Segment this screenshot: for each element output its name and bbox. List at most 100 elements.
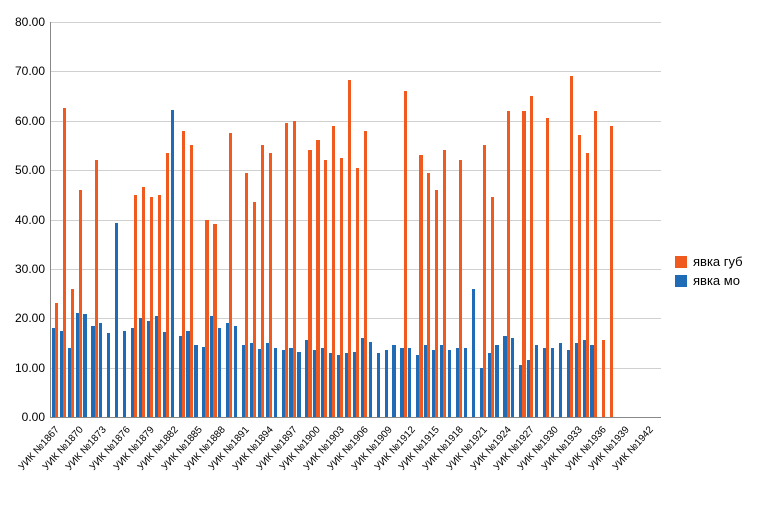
legend-yavka-mo: явка мо	[675, 273, 743, 288]
y-tick-label: 80.00	[15, 15, 45, 29]
series-yavka-mo-bar	[179, 336, 182, 417]
series-yavka-mo-bar	[194, 345, 197, 417]
series-yavka-mo-bar	[345, 353, 348, 417]
series-yavka-gub-bar	[261, 145, 264, 417]
series-yavka-gub-bar	[348, 80, 351, 417]
legend-yavka-gub: явка губ	[675, 254, 743, 269]
series-yavka-mo-bar	[424, 345, 427, 417]
series-yavka-gub-bar	[530, 96, 533, 417]
series-yavka-gub-bar	[142, 187, 145, 417]
series-yavka-gub-bar	[356, 168, 359, 417]
series-yavka-mo-bar	[511, 338, 514, 417]
series-yavka-mo-bar	[385, 350, 388, 417]
series-yavka-mo-bar	[242, 345, 245, 417]
series-yavka-mo-bar	[456, 348, 459, 417]
y-tick-label: 0.00	[22, 410, 45, 424]
series-yavka-mo-bar	[68, 348, 71, 417]
series-yavka-gub-bar	[427, 173, 430, 417]
series-yavka-gub-bar	[491, 197, 494, 417]
legend-swatch	[675, 256, 687, 268]
series-yavka-mo-bar	[234, 326, 237, 417]
series-yavka-mo-bar	[147, 321, 150, 417]
series-yavka-gub-bar	[340, 158, 343, 417]
series-yavka-mo-bar	[472, 289, 475, 417]
series-yavka-mo-bar	[535, 345, 538, 417]
series-yavka-mo-bar	[488, 353, 491, 417]
series-yavka-mo-bar	[107, 333, 110, 417]
series-yavka-gub-bar	[182, 131, 185, 417]
series-yavka-mo-bar	[416, 355, 419, 417]
grid-line	[51, 22, 661, 23]
series-yavka-mo-bar	[313, 350, 316, 417]
series-yavka-mo-bar	[258, 349, 261, 417]
series-yavka-gub-bar	[245, 173, 248, 417]
series-yavka-mo-bar	[171, 110, 174, 417]
series-yavka-mo-bar	[583, 340, 586, 417]
series-yavka-gub-bar	[602, 340, 605, 417]
y-tick-label: 50.00	[15, 163, 45, 177]
legend: явка губ явка мо	[675, 250, 743, 292]
series-yavka-gub-bar	[522, 111, 525, 417]
series-yavka-mo-bar	[91, 326, 94, 417]
y-tick-label: 10.00	[15, 361, 45, 375]
series-yavka-mo-bar	[83, 314, 86, 417]
series-yavka-mo-bar	[559, 343, 562, 417]
series-yavka-gub-bar	[316, 140, 319, 417]
x-tick-text: 1942	[633, 424, 656, 448]
grid-line	[51, 71, 661, 72]
series-yavka-mo-bar	[218, 328, 221, 417]
series-yavka-gub-bar	[285, 123, 288, 417]
series-yavka-gub-bar	[205, 220, 208, 418]
y-tick-label: 40.00	[15, 213, 45, 227]
series-yavka-mo-bar	[392, 345, 395, 417]
series-yavka-mo-bar	[503, 336, 506, 417]
turnout-bar-chart: 0.0010.0020.0030.0040.0050.0060.0070.008…	[0, 0, 759, 510]
series-yavka-mo-bar	[567, 350, 570, 417]
legend-label: явка мо	[693, 273, 740, 288]
series-yavka-gub-bar	[578, 135, 581, 417]
series-yavka-mo-bar	[408, 348, 411, 417]
legend-swatch	[675, 275, 687, 287]
series-yavka-mo-bar	[440, 345, 443, 417]
series-yavka-mo-bar	[163, 332, 166, 417]
series-yavka-gub-bar	[253, 202, 256, 417]
series-yavka-mo-bar	[321, 348, 324, 417]
series-yavka-mo-bar	[131, 328, 134, 417]
series-yavka-mo-bar	[353, 352, 356, 417]
series-yavka-mo-bar	[495, 345, 498, 417]
series-yavka-gub-bar	[213, 224, 216, 417]
y-tick-label: 30.00	[15, 262, 45, 276]
series-yavka-mo-bar	[139, 318, 142, 417]
series-yavka-gub-bar	[507, 111, 510, 417]
series-yavka-gub-bar	[71, 289, 74, 417]
series-yavka-mo-bar	[527, 360, 530, 417]
y-tick-label: 70.00	[15, 64, 45, 78]
series-yavka-mo-bar	[575, 343, 578, 417]
series-yavka-gub-bar	[269, 153, 272, 417]
series-yavka-gub-bar	[443, 150, 446, 417]
series-yavka-gub-bar	[63, 108, 66, 417]
series-yavka-gub-bar	[324, 160, 327, 417]
series-yavka-mo-bar	[432, 350, 435, 417]
series-yavka-mo-bar	[250, 343, 253, 417]
series-yavka-mo-bar	[99, 323, 102, 417]
series-yavka-mo-bar	[337, 355, 340, 417]
y-tick-label: 20.00	[15, 311, 45, 325]
series-yavka-mo-bar	[123, 331, 126, 417]
series-yavka-mo-bar	[297, 352, 300, 417]
series-yavka-gub-bar	[586, 153, 589, 417]
series-yavka-mo-bar	[551, 348, 554, 417]
series-yavka-mo-bar	[115, 223, 118, 417]
series-yavka-gub-bar	[546, 118, 549, 417]
series-yavka-mo-bar	[266, 343, 269, 417]
series-yavka-mo-bar	[400, 348, 403, 417]
series-yavka-gub-bar	[308, 150, 311, 417]
series-yavka-gub-bar	[150, 197, 153, 417]
series-yavka-mo-bar	[519, 365, 522, 417]
series-yavka-mo-bar	[377, 353, 380, 417]
series-yavka-mo-bar	[305, 340, 308, 417]
series-yavka-mo-bar	[274, 348, 277, 417]
series-yavka-mo-bar	[289, 348, 292, 417]
series-yavka-gub-bar	[190, 145, 193, 417]
series-yavka-mo-bar	[52, 328, 55, 417]
